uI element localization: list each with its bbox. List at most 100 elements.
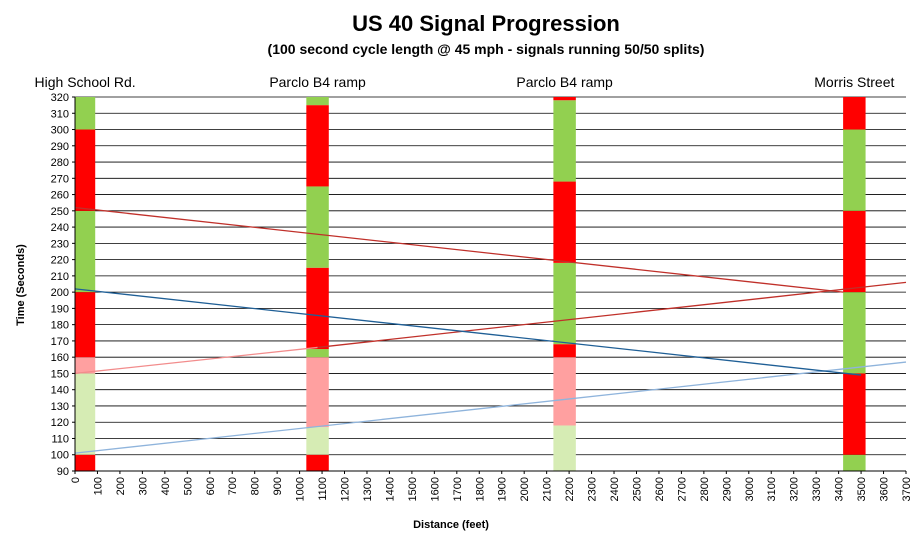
y-tick-label: 150 [51, 368, 69, 380]
x-axis-title: Distance (feet) [413, 519, 489, 531]
x-tick-label: 500 [182, 477, 194, 495]
signal-1-red-phase [75, 129, 96, 211]
x-tick-label: 2000 [519, 477, 531, 501]
y-tick-label: 140 [51, 385, 69, 397]
signal-1-red-phase [75, 292, 96, 358]
x-tick-label: 3600 [879, 477, 891, 501]
y-tick-label: 260 [51, 190, 69, 202]
trajectory-line [317, 281, 907, 349]
trajectory-line [74, 398, 565, 454]
y-tick-label: 160 [51, 352, 69, 364]
x-tick-label: 1800 [474, 477, 486, 501]
trajectory-line [74, 288, 862, 376]
signal-4-green-phase [843, 129, 866, 211]
signal-3-green-phase [553, 100, 576, 182]
signal-1-green-phase [75, 373, 96, 455]
x-tick-label: 600 [205, 477, 217, 495]
y-tick-label: 200 [51, 287, 69, 299]
y-tick-label: 120 [51, 417, 69, 429]
signal-label: Parclo B4 ramp [269, 74, 366, 90]
y-tick-label: 270 [51, 173, 69, 185]
x-tick-label: 3700 [901, 477, 912, 501]
signal-1-red-phase [75, 357, 96, 374]
signal-1-red-phase [75, 454, 96, 471]
signal-2-red-phase [306, 357, 329, 428]
x-tick-label: 900 [272, 477, 284, 495]
signal-4-green-phase [843, 454, 866, 471]
y-tick-label: 110 [51, 433, 69, 445]
signal-label: High School Rd. [35, 74, 136, 90]
signal-2-green-phase [306, 349, 329, 358]
signal-2-red-phase [306, 267, 329, 350]
signal-3-red-phase [553, 344, 576, 358]
y-tick-label: 320 [51, 92, 69, 104]
trajectory-line [564, 361, 907, 401]
x-tick-label: 3500 [856, 477, 868, 501]
y-tick-label: 190 [51, 303, 69, 315]
y-tick-label: 220 [51, 255, 69, 267]
x-tick-label: 2700 [676, 477, 688, 501]
x-tick-label: 2400 [609, 477, 621, 501]
trajectory-line [74, 346, 318, 375]
x-tick-label: 3000 [744, 477, 756, 501]
y-tick-label: 170 [51, 336, 69, 348]
y-axis-title: Time (Seconds) [15, 244, 27, 326]
signal-label: Parclo B4 ramp [516, 74, 613, 90]
x-tick-label: 1200 [340, 477, 352, 501]
x-tick-label: 800 [250, 477, 262, 495]
x-tick-label: 1400 [384, 477, 396, 501]
x-tick-label: 1300 [362, 477, 374, 501]
trajectory-line [74, 206, 844, 293]
x-tick-label: 2900 [721, 477, 733, 501]
y-tick-label: 300 [51, 125, 69, 137]
x-tick-label: 200 [115, 477, 127, 495]
signal-1-green-phase [75, 210, 96, 293]
y-tick-label: 210 [51, 271, 69, 283]
y-tick-label: 90 [57, 466, 69, 478]
x-tick-label: 3200 [789, 477, 801, 501]
y-tick-label: 250 [51, 206, 69, 218]
x-tick-label: 700 [227, 477, 239, 495]
signal-3-red-phase [553, 181, 576, 263]
signal-4-red-phase [843, 97, 866, 130]
x-tick-label: 400 [160, 477, 172, 495]
x-tick-label: 300 [137, 477, 149, 495]
x-tick-label: 1100 [317, 477, 329, 501]
x-tick-label: 2600 [654, 477, 666, 501]
x-tick-label: 2500 [631, 477, 643, 501]
x-tick-label: 2100 [542, 477, 554, 501]
signal-3-green-phase [553, 425, 576, 471]
signal-2-red-phase [306, 454, 329, 471]
x-tick-label: 1700 [452, 477, 464, 501]
signal-3-green-phase [553, 262, 576, 345]
signal-1-green-phase [75, 97, 96, 130]
signal-2-red-phase [306, 105, 329, 187]
signal-2-green-phase [306, 186, 329, 268]
y-tick-label: 310 [51, 108, 69, 120]
x-tick-label: 1500 [407, 477, 419, 501]
x-tick-label: 3100 [766, 477, 778, 501]
signal-2-green-phase [306, 427, 329, 455]
x-tick-label: 3300 [811, 477, 823, 501]
x-tick-label: 1000 [295, 477, 307, 501]
x-tick-label: 0 [70, 477, 82, 483]
x-tick-label: 1900 [497, 477, 509, 501]
y-tick-label: 280 [51, 157, 69, 169]
x-tick-label: 2300 [587, 477, 599, 501]
x-tick-label: 2800 [699, 477, 711, 501]
chart-subtitle: (100 second cycle length @ 45 mph - sign… [268, 41, 705, 57]
x-tick-label: 100 [92, 477, 104, 495]
signal-2-green-phase [306, 97, 329, 106]
y-tick-label: 240 [51, 222, 69, 234]
x-tick-label: 2200 [564, 477, 576, 501]
signal-3-red-phase [553, 357, 576, 426]
y-tick-label: 180 [51, 320, 69, 332]
y-tick-label: 130 [51, 401, 69, 413]
signal-4-red-phase [843, 210, 866, 293]
chart-title: US 40 Signal Progression [352, 11, 620, 36]
signal-4-green-phase [843, 292, 866, 374]
signal-3-red-phase [553, 97, 576, 101]
x-tick-label: 1600 [429, 477, 441, 501]
y-tick-label: 100 [51, 450, 69, 462]
